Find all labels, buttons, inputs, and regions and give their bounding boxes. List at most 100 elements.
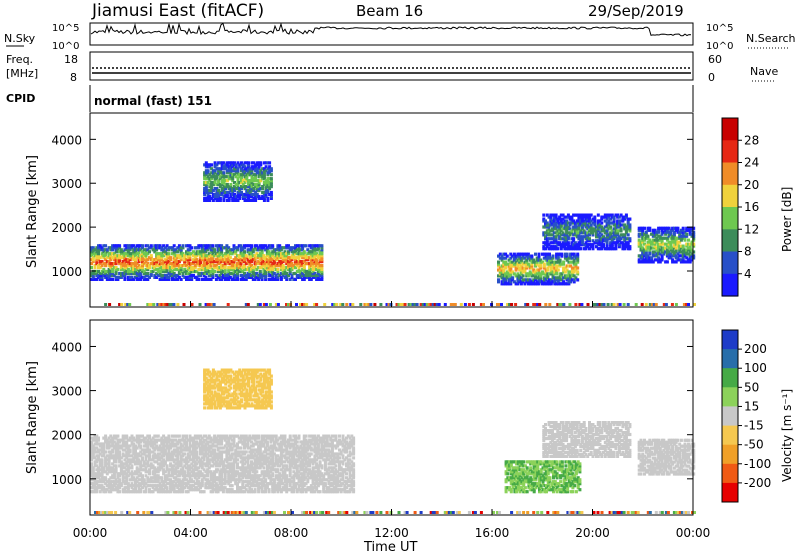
echo-cell (199, 264, 202, 268)
echo-cell (135, 452, 139, 456)
echo-cell (637, 260, 641, 264)
echo-cell (142, 452, 146, 456)
echo-cell (204, 171, 208, 175)
echo-cell (149, 480, 153, 484)
echo-cell (109, 269, 113, 274)
echo-cell (537, 274, 541, 278)
echo-cell (202, 254, 206, 258)
echo-cell (214, 460, 218, 464)
echo-cell (109, 488, 113, 492)
echo-cell (561, 217, 565, 221)
echo-cell (135, 456, 139, 460)
echo-cell (269, 169, 273, 173)
echo-cell (624, 225, 628, 229)
echo-cell (304, 271, 308, 276)
echo-cell (287, 250, 290, 254)
echo-cell (313, 275, 317, 279)
echo-cell (116, 452, 120, 456)
echo-cell (664, 250, 668, 254)
echo-cell (685, 260, 689, 264)
echo-cell (288, 260, 292, 264)
echo-cell (116, 254, 120, 258)
echo-cell (573, 243, 577, 247)
echo-cell (678, 240, 682, 244)
echo-cell (236, 248, 239, 252)
echo-cell (197, 472, 201, 476)
echo-cell (240, 175, 243, 179)
echo-cell (148, 275, 151, 279)
echo-cell (281, 273, 285, 278)
echo-cell (172, 262, 176, 266)
echo-cell (238, 190, 242, 195)
echo-cell (162, 303, 166, 306)
echo-cell (292, 264, 296, 268)
echo-cell (149, 246, 153, 250)
echo-cell (595, 231, 598, 235)
echo-cell (146, 244, 150, 248)
echo-cell (186, 460, 190, 464)
echo-cell (248, 256, 252, 260)
echo-cell (116, 456, 120, 460)
echo-cell (253, 277, 257, 281)
echo-cell (504, 256, 508, 260)
echo-cell (204, 464, 208, 468)
echo-cell (114, 434, 118, 438)
echo-cell (114, 452, 118, 456)
echo-cell (302, 256, 306, 260)
echo-cell (248, 267, 252, 272)
echo-cell (200, 472, 204, 476)
echo-cell (617, 237, 621, 241)
echo-cell (90, 462, 93, 466)
echo-cell (214, 488, 218, 492)
echo-cell (202, 264, 206, 268)
echo-cell (237, 258, 241, 262)
echo-cell (542, 217, 546, 221)
echo-cell (565, 252, 569, 256)
echo-cell (160, 484, 164, 488)
echo-cell (98, 246, 102, 250)
echo-cell (112, 444, 116, 448)
echo-cell (206, 468, 210, 472)
echo-cell (172, 490, 176, 494)
echo-cell (107, 490, 111, 494)
echo-cell (542, 245, 546, 249)
echo-cell (614, 223, 618, 227)
echo-cell (643, 238, 646, 242)
echo-cell (600, 245, 604, 249)
echo-cell (135, 472, 139, 476)
echo-cell (137, 434, 141, 438)
echo-cell (107, 444, 111, 448)
echo-cell (411, 303, 415, 306)
echo-cell (185, 444, 188, 448)
echo-cell (197, 434, 201, 438)
echo-cell (153, 434, 157, 438)
echo-cell (570, 266, 574, 270)
echo-cell (248, 192, 252, 197)
echo-cell (523, 252, 527, 256)
echo-cell (241, 173, 245, 177)
echo-cell (104, 488, 108, 492)
echo-cell (177, 275, 181, 279)
echo-cell (565, 219, 569, 223)
echo-cell (241, 273, 245, 278)
echo-cell (230, 248, 234, 252)
echo-cell (301, 303, 305, 306)
echo-cell (671, 248, 675, 252)
echo-cell (552, 247, 556, 251)
echo-cell (163, 438, 167, 442)
echo-cell (641, 230, 645, 234)
echo-cell (518, 258, 522, 262)
echo-cell (123, 256, 127, 260)
echo-cell (678, 232, 682, 236)
echo-cell (162, 266, 166, 270)
echo-cell (498, 272, 502, 276)
echo-cell (135, 462, 139, 466)
echo-cell (685, 252, 689, 256)
echo-cell (306, 275, 310, 279)
echo-cell (624, 229, 628, 233)
echo-cell (202, 458, 206, 462)
echo-cell (134, 246, 137, 250)
echo-cell (243, 196, 247, 200)
echo-cell (544, 235, 547, 239)
echo-cell (295, 264, 299, 268)
